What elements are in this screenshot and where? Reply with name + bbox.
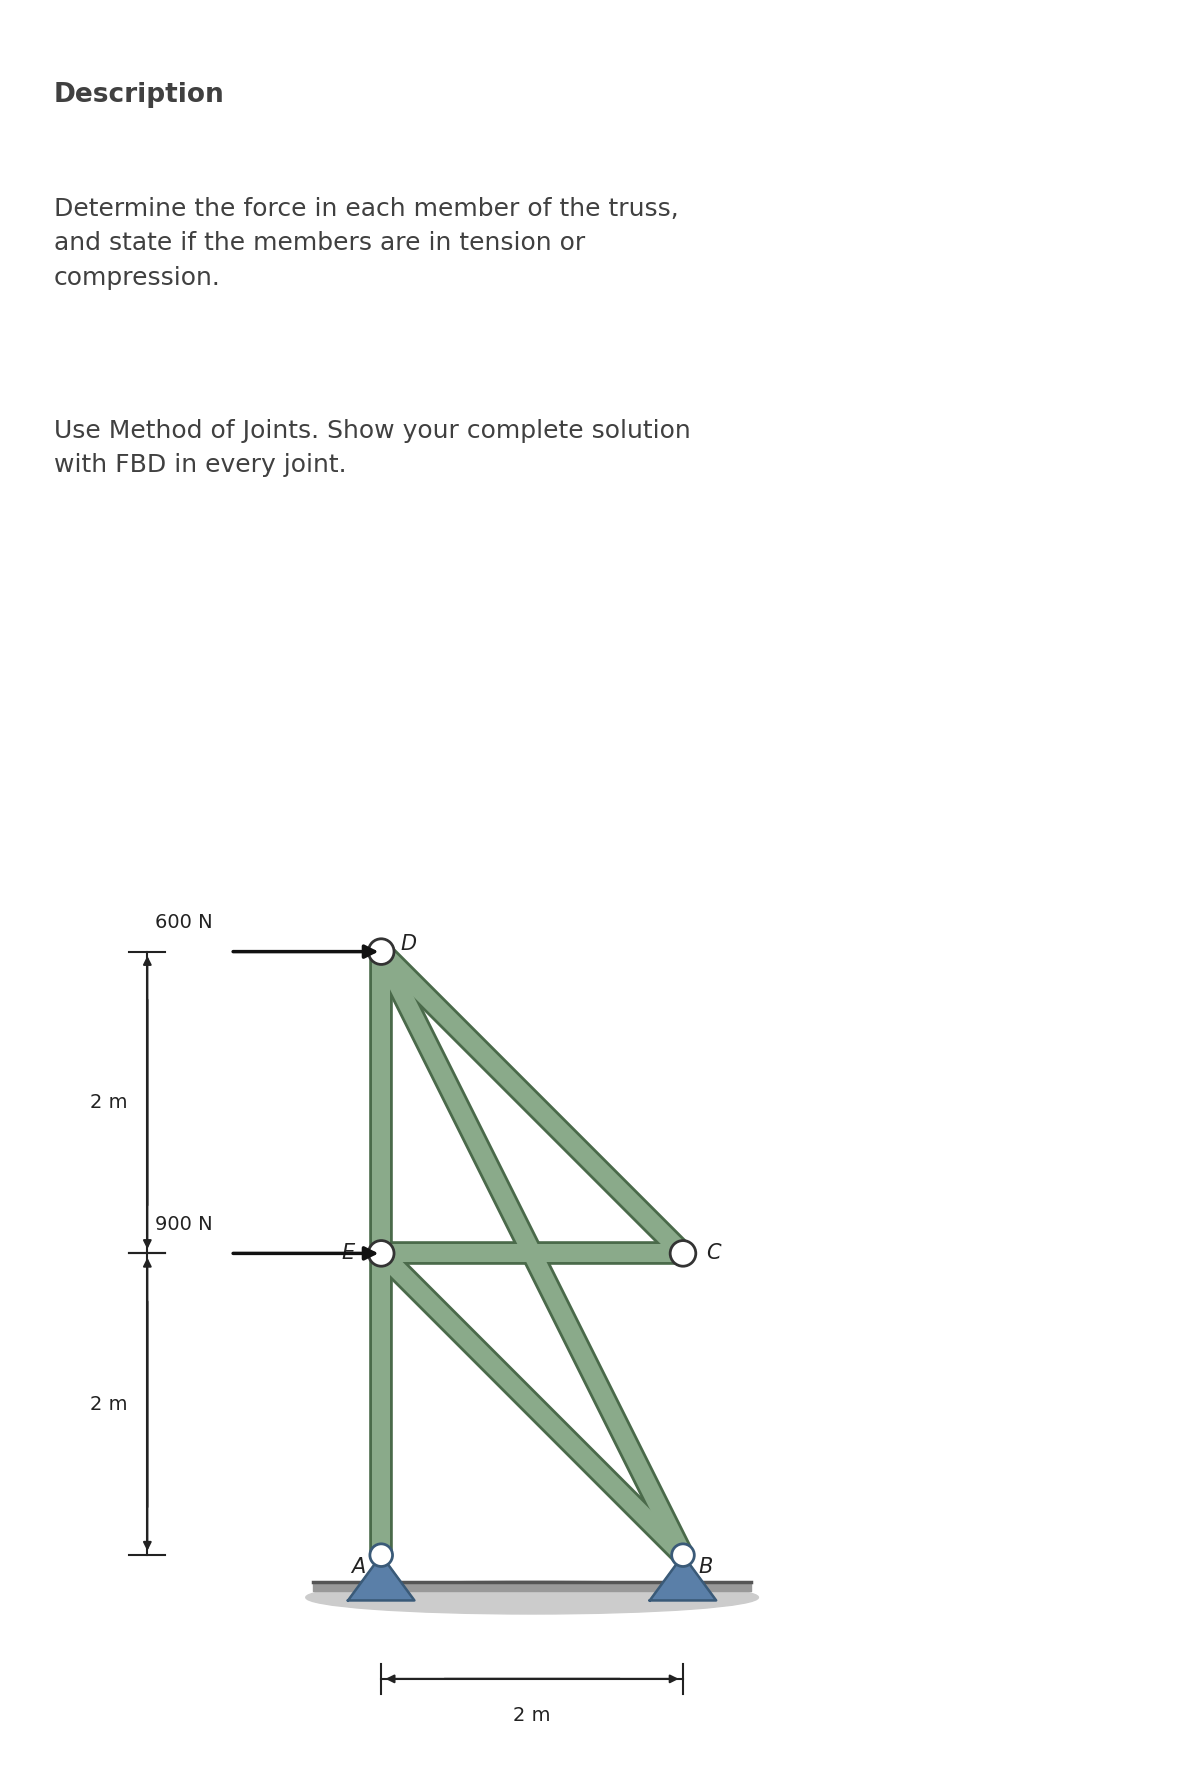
Polygon shape	[348, 1555, 414, 1601]
Circle shape	[368, 939, 394, 964]
Text: Determine the force in each member of the truss,
and state if the members are in: Determine the force in each member of th…	[54, 196, 679, 290]
Polygon shape	[649, 1555, 716, 1601]
Text: Use Method of Joints. Show your complete solution
with FBD in every joint.: Use Method of Joints. Show your complete…	[54, 419, 691, 478]
Text: C: C	[706, 1244, 720, 1263]
Ellipse shape	[306, 1581, 758, 1613]
Text: 600 N: 600 N	[155, 913, 212, 932]
Circle shape	[670, 1240, 696, 1267]
Text: 2 m: 2 m	[90, 1394, 127, 1413]
Text: 2 m: 2 m	[514, 1705, 551, 1725]
Text: 900 N: 900 N	[155, 1215, 212, 1233]
Circle shape	[370, 1544, 392, 1567]
Circle shape	[368, 1240, 394, 1267]
Text: 2 m: 2 m	[90, 1093, 127, 1113]
Circle shape	[672, 1544, 695, 1567]
Text: Description: Description	[54, 83, 224, 108]
Text: D: D	[401, 934, 416, 953]
Text: B: B	[698, 1557, 713, 1578]
Text: A: A	[352, 1557, 366, 1578]
Text: E: E	[341, 1244, 355, 1263]
